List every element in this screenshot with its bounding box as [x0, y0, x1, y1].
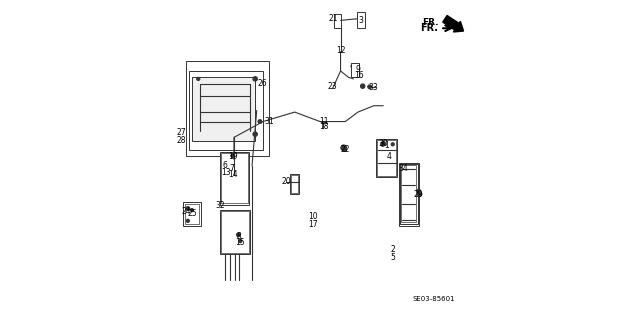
Bar [185, 204, 199, 224]
Circle shape [351, 64, 355, 69]
Circle shape [186, 219, 189, 222]
Circle shape [353, 70, 357, 74]
Text: 8: 8 [237, 233, 242, 241]
Text: 31: 31 [264, 117, 273, 126]
Bar [357, 12, 365, 28]
Text: 16: 16 [354, 71, 364, 80]
Circle shape [341, 145, 347, 151]
Text: 30: 30 [378, 139, 388, 148]
Text: 28: 28 [177, 136, 186, 145]
Text: 20: 20 [282, 177, 292, 186]
Circle shape [258, 120, 262, 123]
Bar [186, 62, 269, 156]
Bar [401, 165, 416, 222]
Circle shape [253, 77, 257, 81]
Text: 9: 9 [355, 65, 360, 74]
Text: 34: 34 [398, 165, 408, 174]
Circle shape [186, 207, 189, 211]
Circle shape [391, 143, 394, 146]
Text: 11: 11 [319, 117, 328, 126]
Bar [220, 152, 249, 205]
Text: 10: 10 [308, 212, 318, 221]
Bar [291, 175, 298, 193]
Text: 13: 13 [221, 168, 231, 177]
Text: FR.: FR. [422, 18, 438, 27]
Circle shape [237, 233, 240, 237]
Circle shape [196, 77, 200, 80]
Circle shape [417, 192, 422, 197]
Circle shape [381, 142, 385, 146]
Text: 4: 4 [387, 152, 392, 161]
Text: 27: 27 [177, 128, 186, 137]
Text: 5: 5 [390, 253, 395, 262]
Text: 1: 1 [385, 141, 389, 150]
Text: 12: 12 [336, 46, 346, 55]
Bar [400, 164, 418, 224]
Text: 24: 24 [182, 207, 191, 216]
Bar [377, 140, 396, 176]
Circle shape [253, 132, 257, 137]
Circle shape [417, 189, 420, 193]
Circle shape [190, 209, 193, 212]
Text: 33: 33 [369, 83, 379, 92]
FancyArrow shape [443, 16, 463, 32]
Bar [221, 211, 250, 253]
Text: 19: 19 [228, 152, 237, 161]
Text: 23: 23 [328, 82, 337, 91]
Bar [184, 202, 201, 226]
Circle shape [239, 240, 242, 243]
Bar [220, 210, 250, 254]
Bar [351, 63, 359, 77]
Text: 6: 6 [223, 161, 228, 170]
Bar [376, 139, 397, 177]
Text: 32: 32 [216, 201, 225, 210]
Circle shape [360, 84, 365, 88]
Text: 14: 14 [228, 170, 238, 179]
Text: 29: 29 [413, 190, 423, 199]
Circle shape [231, 154, 235, 158]
Bar [221, 152, 248, 203]
Text: 3: 3 [358, 16, 364, 25]
Text: SE03-85601: SE03-85601 [413, 296, 455, 302]
Bar [333, 14, 340, 28]
Circle shape [368, 85, 372, 89]
Bar [189, 71, 263, 150]
Bar [192, 77, 255, 141]
Circle shape [419, 192, 422, 195]
Bar [290, 174, 299, 194]
Text: 15: 15 [236, 238, 245, 247]
Text: FR.: FR. [420, 23, 438, 33]
Circle shape [343, 147, 347, 151]
Text: 7: 7 [229, 165, 234, 174]
Text: 2: 2 [390, 245, 395, 254]
Text: 26: 26 [257, 79, 267, 88]
Circle shape [381, 141, 385, 146]
Text: 22: 22 [340, 145, 350, 154]
Text: 17: 17 [308, 220, 318, 229]
Text: 25: 25 [188, 209, 197, 218]
Text: 21: 21 [329, 14, 339, 23]
Bar [399, 163, 419, 226]
Text: 18: 18 [319, 122, 328, 131]
